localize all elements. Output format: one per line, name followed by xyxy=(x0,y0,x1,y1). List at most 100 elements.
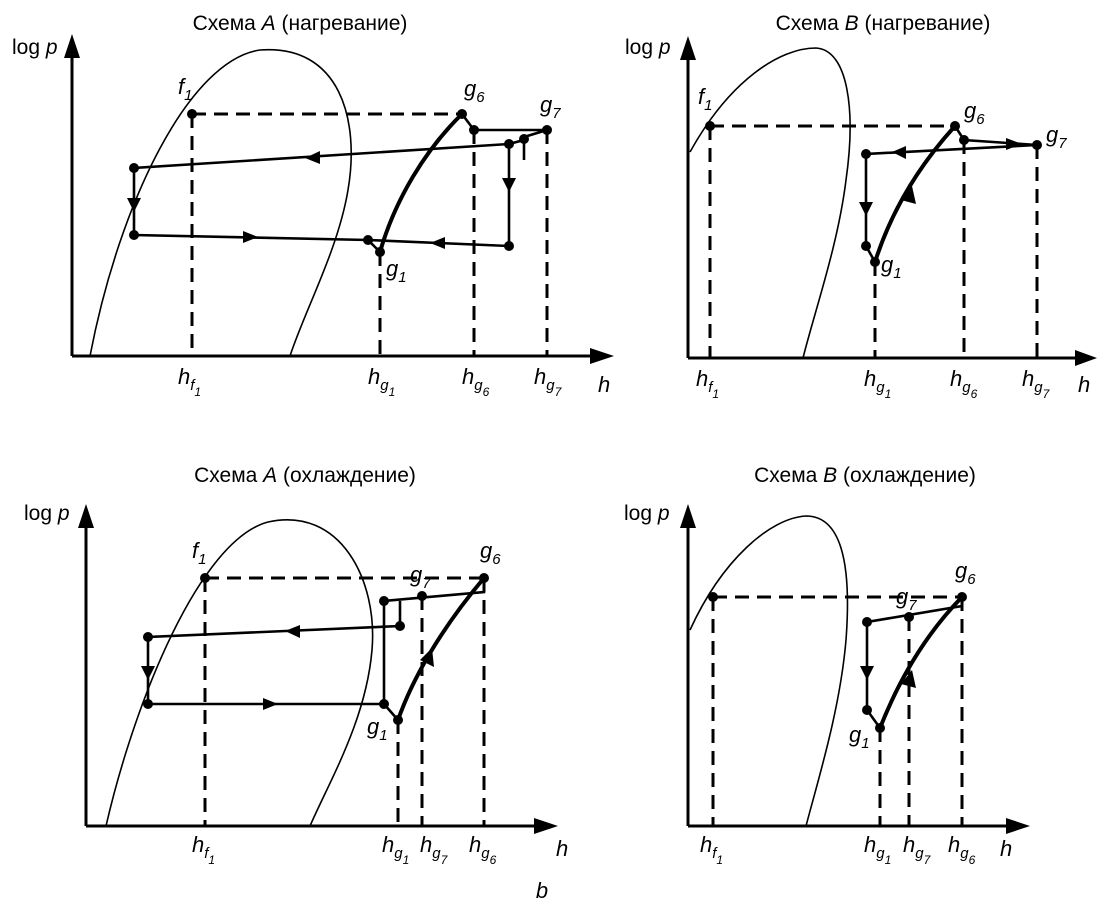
flow-arrow xyxy=(892,146,906,159)
flow-arrow xyxy=(305,151,320,164)
tick-hf1: hf1 xyxy=(192,832,215,867)
point-g7 xyxy=(1032,140,1042,150)
y-axis-arrowhead xyxy=(64,34,80,58)
tick-hf1: hf1 xyxy=(178,364,201,399)
tick-hg7: hg7 xyxy=(1022,366,1051,401)
flow-arrow xyxy=(420,648,434,667)
cycle-point xyxy=(504,241,514,251)
point-g6 xyxy=(957,592,967,602)
label-f1: f1 xyxy=(192,538,206,568)
flow-arrow xyxy=(901,670,916,688)
tick-hg6: hg6 xyxy=(950,366,978,401)
panel-title: Схема B (нагревание) xyxy=(776,12,991,35)
cycle-point xyxy=(519,134,529,144)
x-axis-label: h xyxy=(556,836,568,861)
tick-hf1: hf1 xyxy=(696,366,719,401)
cycle-loop xyxy=(865,597,964,729)
cycle-loop xyxy=(132,142,510,242)
point-f1 xyxy=(200,573,210,583)
cycle-point xyxy=(862,705,872,715)
cycle-point xyxy=(504,139,514,149)
flow-arrow xyxy=(860,666,874,680)
x-axis-arrowhead xyxy=(590,348,614,364)
y-axis-label: log p xyxy=(24,502,70,525)
point-g1 xyxy=(375,247,385,257)
cycle-point xyxy=(363,235,373,245)
label-g7: g7 xyxy=(896,584,917,614)
tick-hg7: hg7 xyxy=(420,832,449,867)
y-axis-label: log p xyxy=(625,36,671,59)
point-g7 xyxy=(542,125,552,135)
tick-hg1: hg1 xyxy=(864,366,891,401)
point-f1 xyxy=(708,592,718,602)
saturation-dome xyxy=(689,515,849,827)
compression-curve xyxy=(873,124,957,264)
label-g7: g7 xyxy=(1046,122,1067,152)
label-g1: g1 xyxy=(386,256,407,286)
cycle-point xyxy=(861,241,871,251)
x-axis-arrowhead xyxy=(1006,818,1030,834)
x-axis-arrowhead xyxy=(534,818,558,834)
tick-hf1: hf1 xyxy=(700,832,723,867)
cycle-point xyxy=(143,699,153,709)
cycle-point xyxy=(129,163,139,173)
high-side-path xyxy=(367,113,548,248)
point-f1 xyxy=(705,121,715,131)
tick-hg1: hg1 xyxy=(368,364,395,399)
label-g1: g1 xyxy=(367,714,388,744)
saturation-dome xyxy=(89,49,352,357)
panel-scheme-b-cooling: Схема B (охлаждение) log p h g7 g6 g1 hf… xyxy=(624,464,1030,867)
point-g6 xyxy=(457,109,467,119)
y-axis-label: log p xyxy=(12,36,58,59)
cycle-point xyxy=(379,699,389,709)
saturation-dome xyxy=(689,47,851,359)
point-f1 xyxy=(187,109,197,119)
point-g7 xyxy=(417,591,427,601)
point-g6 xyxy=(479,573,489,583)
flow-arrow xyxy=(263,698,278,710)
panel-title: Схема A (нагревание) xyxy=(193,12,408,35)
label-g6: g6 xyxy=(955,558,976,588)
flow-arrow xyxy=(285,625,300,638)
cycle-point xyxy=(469,125,479,135)
point-g1 xyxy=(875,723,885,733)
cycle-point xyxy=(143,632,153,642)
label-g7: g7 xyxy=(410,562,431,592)
figure-label: b xyxy=(536,878,548,903)
x-axis-arrowhead xyxy=(1075,350,1097,366)
tick-hg1: hg1 xyxy=(382,832,409,867)
flow-arrow xyxy=(430,237,445,249)
flow-arrow xyxy=(243,231,258,243)
tick-hg7: hg7 xyxy=(534,364,563,399)
label-f1: f1 xyxy=(178,74,192,104)
cycle-point xyxy=(129,230,139,240)
label-g1: g1 xyxy=(881,252,902,282)
label-g6: g6 xyxy=(480,538,501,568)
cycle-loop xyxy=(146,601,402,706)
cycle-point xyxy=(379,596,389,606)
label-g7: g7 xyxy=(540,92,561,122)
y-axis-arrowhead xyxy=(680,504,696,528)
saturation-dome xyxy=(105,519,374,827)
y-axis-label: log p xyxy=(624,502,670,525)
point-g1 xyxy=(870,257,880,267)
flow-arrow xyxy=(502,178,516,192)
tick-hg6: hg6 xyxy=(948,832,976,867)
panel-scheme-a-cooling: Схема A (охлаждение) log p h f1 g7 g6 g xyxy=(24,464,568,867)
compression-curve xyxy=(878,595,964,730)
point-g1 xyxy=(393,715,403,725)
flow-arrow xyxy=(1006,138,1022,150)
label-g1: g1 xyxy=(849,722,870,752)
compression-curve xyxy=(378,112,464,254)
cycle-point xyxy=(862,617,872,627)
label-g6: g6 xyxy=(964,98,985,128)
tick-hg6: hg6 xyxy=(462,364,490,399)
tick-hg1: hg1 xyxy=(864,832,891,867)
panel-title: Схема A (охлаждение) xyxy=(194,464,416,487)
x-axis-label: h xyxy=(1000,836,1012,861)
flow-arrow xyxy=(859,202,873,216)
cycle-point xyxy=(861,149,871,159)
x-axis-label: h xyxy=(598,372,610,397)
x-axis-label: h xyxy=(1078,372,1090,397)
